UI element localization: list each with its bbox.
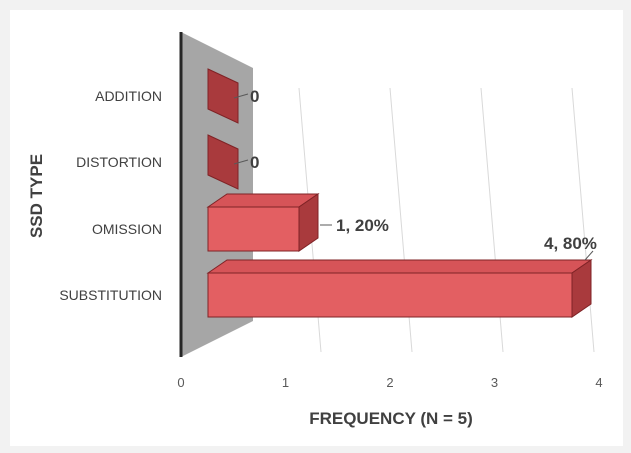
x-axis-title: FREQUENCY (N = 5) [309, 409, 473, 428]
data-labels: 0 0 1, 20% 4, 80% [250, 87, 597, 253]
x-tick-label: 0 [177, 375, 184, 390]
leader-line [584, 250, 594, 261]
gridline [571, 87, 595, 353]
data-label-distortion: 0 [250, 153, 259, 172]
leader-line [233, 93, 249, 99]
y-axis-title: SSD TYPE [27, 154, 46, 238]
data-label-addition: 0 [250, 87, 259, 106]
bar-omission [207, 206, 300, 252]
data-label-omission: 1, 20% [336, 216, 389, 235]
category-label-addition: ADDITION [95, 88, 162, 104]
category-label-substitution: SUBSTITUTION [59, 287, 162, 303]
x-tick-label: 1 [282, 375, 289, 390]
bar-top-substitution [206, 259, 593, 274]
leader-line [233, 159, 249, 165]
category-label-distortion: DISTORTION [76, 154, 162, 170]
x-tick-label: 4 [595, 375, 602, 390]
bar-substitution [207, 272, 573, 318]
bar-addition [207, 68, 239, 124]
x-tick-label: 2 [386, 375, 393, 390]
x-tick-label: 3 [491, 375, 498, 390]
bar-distortion [207, 134, 239, 190]
data-label-substitution: 4, 80% [544, 234, 597, 253]
category-labels: ADDITION DISTORTION OMISSION SUBSTITUTION [59, 88, 162, 303]
data-label-leaders [233, 93, 594, 261]
bars [206, 68, 593, 318]
x-tick-labels: 0 1 2 3 4 [177, 375, 602, 390]
category-label-omission: OMISSION [92, 221, 162, 237]
